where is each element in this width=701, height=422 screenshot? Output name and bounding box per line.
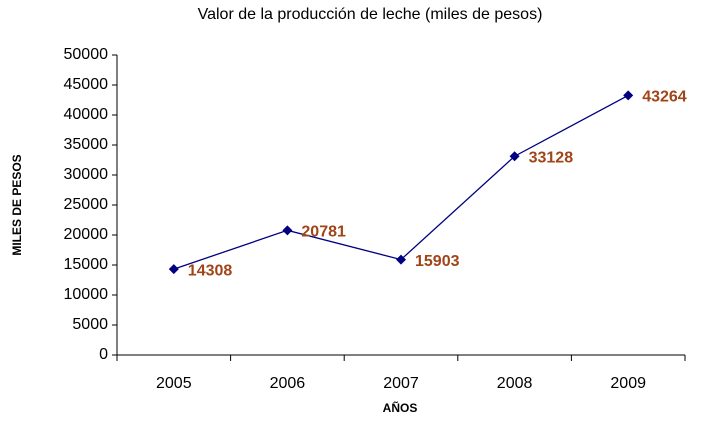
marker — [623, 90, 634, 101]
y-tick-label: 50000 — [64, 46, 109, 63]
y-tick-label: 25000 — [64, 196, 109, 213]
x-tick-label: 2009 — [610, 375, 646, 392]
y-tick-label: 35000 — [64, 136, 109, 153]
x-tick-label: 2005 — [156, 375, 192, 392]
data-label: 43264 — [642, 89, 687, 106]
y-tick-label: 30000 — [64, 166, 109, 183]
y-axis-label: MILES DE PESOS — [10, 154, 24, 255]
x-tick-label: 2008 — [497, 375, 533, 392]
x-tick-label: 2006 — [270, 375, 306, 392]
chart-title: Valor de la producción de leche (miles d… — [198, 6, 543, 23]
marker — [396, 254, 406, 265]
marker — [282, 225, 293, 236]
y-tick-label: 15000 — [64, 256, 109, 273]
y-tick-label: 40000 — [64, 106, 109, 123]
data-label: 14308 — [188, 262, 233, 279]
x-axis-label: AÑOS — [383, 400, 418, 415]
y-tick-label: 20000 — [64, 226, 109, 243]
y-tick-label: 0 — [99, 346, 108, 363]
marker — [509, 151, 520, 162]
data-label: 33128 — [529, 149, 574, 166]
data-label: 20781 — [301, 224, 346, 241]
y-tick-label: 10000 — [64, 286, 109, 303]
marker — [168, 264, 179, 275]
x-tick-label: 2007 — [383, 375, 419, 392]
data-label: 15903 — [415, 253, 460, 270]
line — [173, 94, 629, 270]
y-tick-label: 5000 — [72, 316, 108, 333]
y-tick-label: 45000 — [64, 76, 109, 93]
